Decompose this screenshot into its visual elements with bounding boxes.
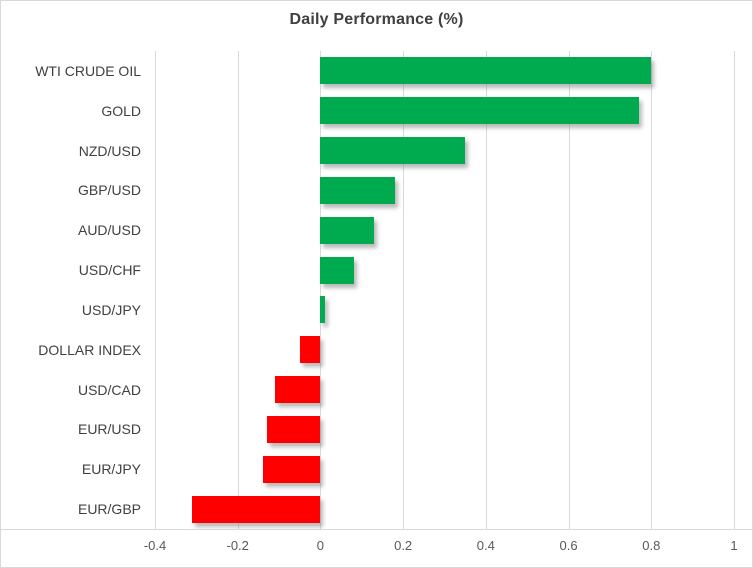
bar — [266, 415, 321, 443]
x-axis-line — [1, 529, 752, 530]
bar — [299, 336, 321, 364]
category-label: DOLLAR INDEX — [38, 341, 141, 358]
gridline — [155, 51, 156, 529]
category-label: EUR/JPY — [81, 461, 141, 478]
x-tick-label: -0.4 — [143, 538, 167, 553]
x-tick-label: 0.4 — [476, 538, 495, 553]
category-label: USD/CAD — [77, 381, 141, 398]
bar — [320, 97, 639, 125]
category-label: EUR/USD — [77, 421, 141, 438]
x-tick-label: 0.2 — [394, 538, 413, 553]
gridline — [403, 51, 405, 529]
x-tick-label: -0.2 — [226, 538, 249, 553]
x-tick-label: 0 — [316, 538, 325, 553]
bar — [320, 296, 325, 324]
gridline — [320, 51, 322, 529]
gridline — [485, 51, 487, 529]
category-label: GBP/USD — [77, 182, 141, 199]
chart-title: Daily Performance (%) — [289, 11, 464, 28]
bar — [320, 256, 354, 284]
bar — [320, 176, 395, 204]
category-label: GOLD — [101, 102, 141, 119]
gridline — [568, 51, 570, 529]
x-tick-label: 1 — [730, 538, 738, 553]
bar — [274, 376, 321, 404]
gridline — [734, 51, 735, 529]
bar — [320, 137, 466, 165]
x-tick-label: 0.8 — [642, 538, 661, 553]
category-label: WTI CRUDE OIL — [35, 62, 141, 79]
bar — [192, 495, 321, 523]
gridline — [237, 51, 239, 529]
bar — [320, 57, 652, 85]
category-label: USD/CHF — [78, 262, 141, 279]
category-label: USD/JPY — [81, 301, 141, 318]
category-label: AUD/USD — [77, 222, 141, 239]
x-tick-label: 0.6 — [559, 538, 578, 553]
plot-area — [155, 51, 735, 529]
gridline — [651, 51, 653, 529]
category-label: EUR/GBP — [77, 501, 141, 518]
category-label: NZD/USD — [78, 142, 141, 159]
bar — [262, 455, 321, 483]
bar — [320, 216, 375, 244]
